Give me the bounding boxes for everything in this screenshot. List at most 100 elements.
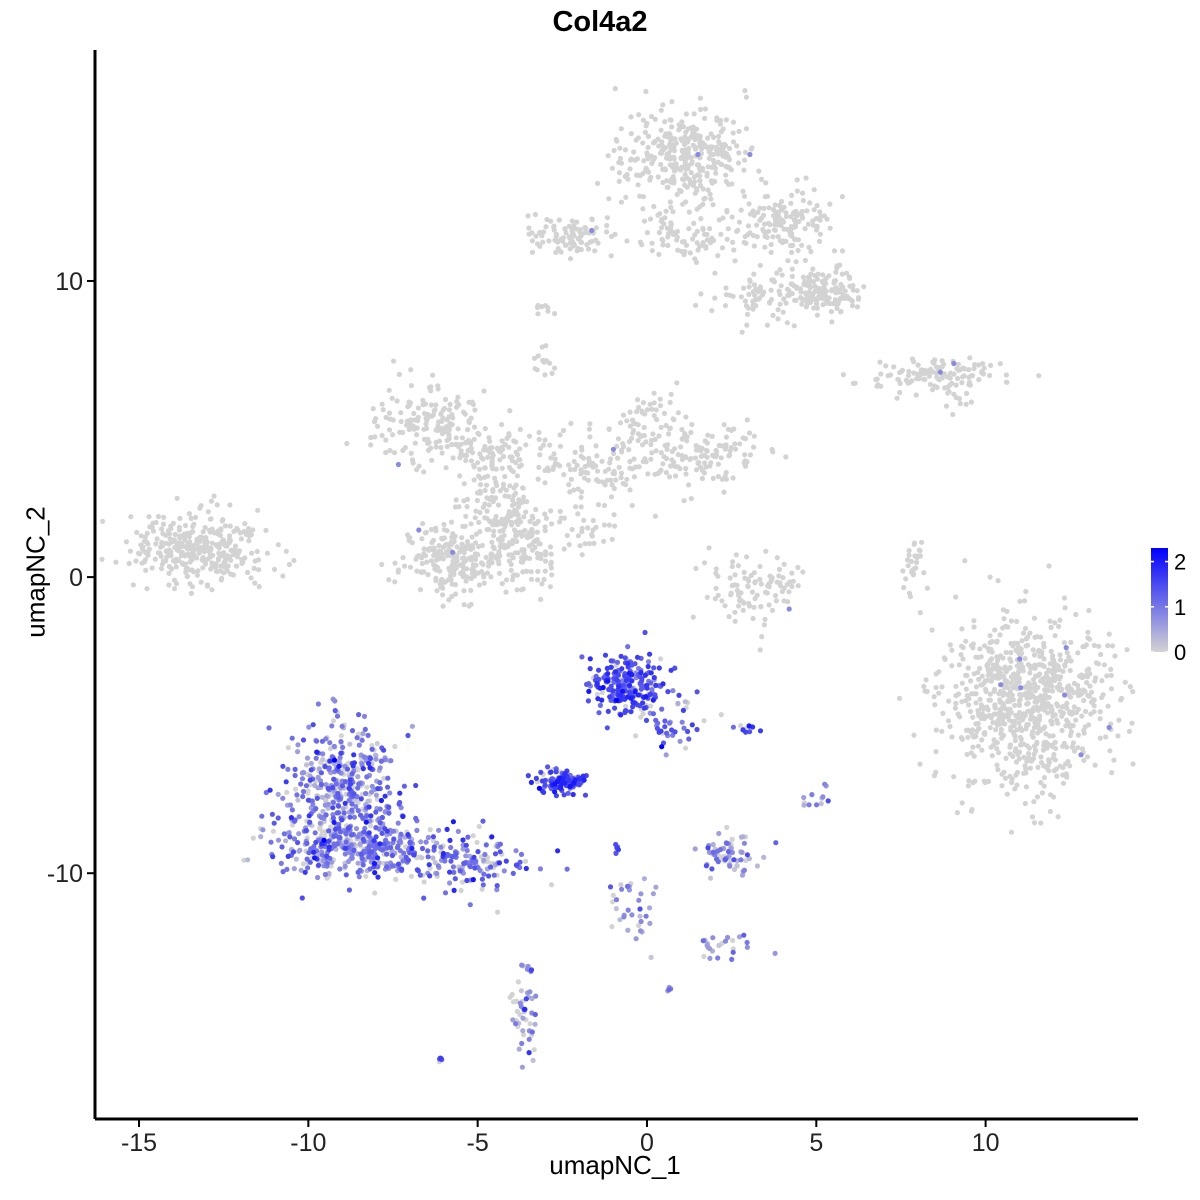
cell-point: [1025, 662, 1031, 668]
cell-point: [296, 831, 302, 837]
cell-point: [716, 942, 722, 949]
cell-point: [814, 312, 821, 318]
cell-point: [748, 146, 754, 152]
cell-point: [489, 495, 495, 501]
cell-point: [1075, 745, 1081, 751]
cell-point: [682, 163, 688, 169]
cell-point: [668, 221, 674, 228]
cell-point: [692, 144, 698, 150]
cell-point: [521, 1032, 527, 1038]
cell-point: [545, 764, 551, 770]
cell-point: [325, 785, 331, 792]
cell-point: [527, 555, 533, 562]
cell-point: [313, 839, 319, 846]
cell-point: [520, 1015, 526, 1021]
cell-point: [698, 216, 704, 222]
cell-point: [589, 217, 595, 223]
cell-point: [1059, 713, 1065, 719]
cell-point: [746, 291, 752, 297]
cell-point: [377, 806, 383, 812]
cell-point: [680, 707, 687, 714]
cell-point: [1055, 703, 1061, 709]
cell-point: [578, 239, 585, 246]
cell-point: [1016, 644, 1022, 650]
cell-point: [638, 714, 644, 720]
cell-point: [342, 851, 348, 857]
cell-point: [656, 433, 662, 439]
cell-point: [410, 460, 416, 466]
cell-point: [959, 699, 965, 705]
cell-point: [963, 686, 969, 692]
cell-point: [933, 684, 939, 691]
cell-point: [632, 661, 638, 667]
cell-point: [589, 238, 595, 244]
cell-point: [839, 271, 845, 277]
cell-point: [173, 564, 179, 570]
cell-point: [718, 712, 724, 718]
cell-point: [183, 569, 189, 576]
cell-point: [1031, 724, 1038, 731]
cell-point: [731, 857, 737, 863]
cell-point: [1038, 760, 1045, 766]
cell-point: [953, 382, 959, 388]
cell-point: [808, 296, 814, 303]
cell-point: [353, 798, 359, 804]
cell-point: [999, 783, 1005, 789]
cell-point: [526, 225, 532, 231]
cell-point: [595, 240, 601, 246]
cell-point: [817, 209, 823, 215]
cell-point: [896, 695, 903, 702]
cell-point: [702, 115, 708, 121]
cell-point: [1046, 676, 1052, 682]
cell-point: [1093, 660, 1099, 666]
cell-point: [577, 543, 583, 549]
cell-point: [535, 476, 541, 482]
cell-point: [663, 422, 669, 429]
cell-point: [730, 724, 737, 730]
cell-point: [464, 574, 470, 580]
cell-point: [1041, 699, 1047, 706]
cell-point: [612, 86, 618, 92]
cell-point: [906, 552, 912, 558]
cell-point: [408, 450, 414, 456]
cell-point: [644, 150, 650, 156]
cell-point: [726, 156, 732, 162]
cell-point: [384, 851, 390, 857]
cell-point: [623, 677, 629, 684]
cell-point: [730, 937, 736, 944]
cell-point: [959, 380, 965, 386]
cell-point: [567, 489, 573, 495]
cell-point: [701, 470, 708, 476]
cell-point: [601, 538, 607, 544]
cell-point: [611, 147, 617, 154]
cell-point: [1089, 699, 1095, 706]
cell-point: [721, 422, 727, 428]
cell-point: [548, 559, 554, 565]
cell-point: [579, 489, 585, 495]
cell-point: [625, 644, 631, 650]
cell-point: [1041, 656, 1047, 662]
cell-point: [772, 217, 779, 223]
cell-point: [647, 177, 653, 183]
cell-point: [643, 88, 649, 95]
cell-point: [463, 457, 469, 464]
cell-point: [652, 513, 659, 519]
cell-point: [612, 705, 618, 711]
cell-point: [707, 875, 714, 881]
cell-point: [203, 535, 209, 541]
cell-point: [692, 190, 698, 196]
cell-point: [500, 453, 507, 460]
cell-point: [628, 709, 634, 715]
cell-point: [923, 677, 929, 683]
cell-point: [689, 421, 695, 428]
cell-point: [715, 473, 722, 480]
cell-point: [482, 426, 488, 432]
cell-point: [802, 278, 808, 285]
cell-point: [584, 681, 590, 688]
cell-point: [643, 439, 649, 445]
cell-point: [407, 850, 413, 856]
cell-point: [686, 226, 692, 232]
cell-point: [743, 463, 749, 469]
cell-point: [746, 430, 753, 436]
cell-point: [733, 446, 739, 452]
